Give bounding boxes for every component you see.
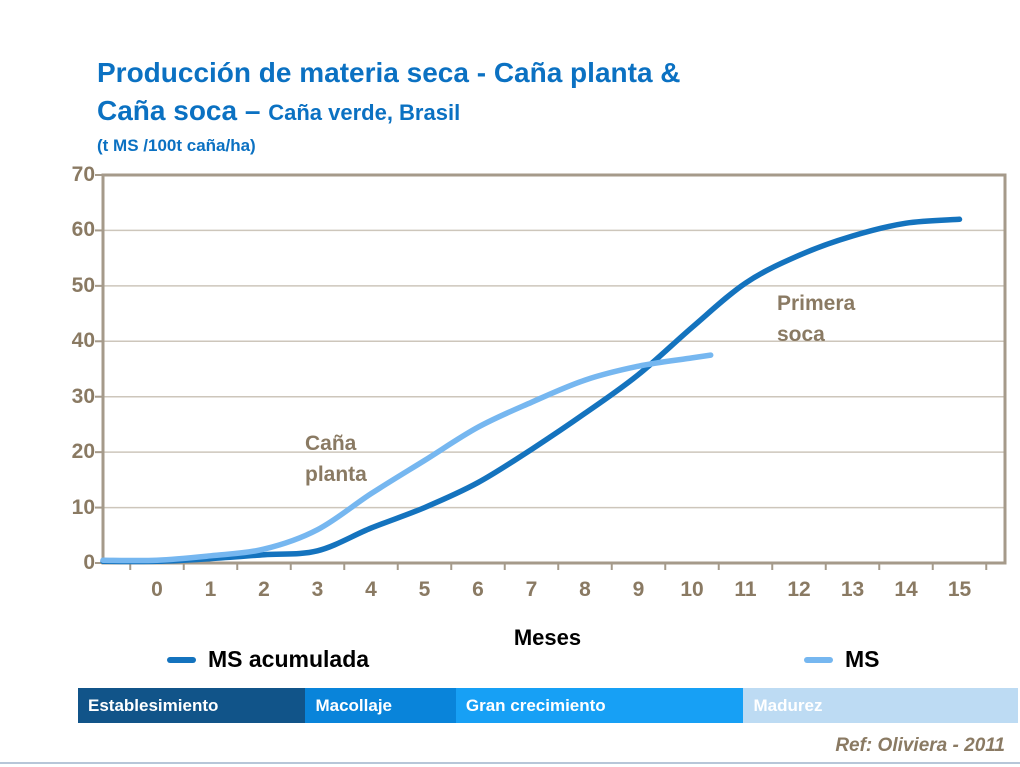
y-axis-tick-label-40: 40 [71,329,95,353]
page-title-line1: Producción de materia seca - Caña planta… [97,57,681,88]
phase-label: Madurez [753,695,823,715]
y-axis-tick-label-50: 50 [71,273,95,297]
legend-label-ms: MS [845,646,880,672]
x-axis-tick-label-14: 14 [894,578,918,601]
legend-item-ms-acumulada: MS acumulada [167,646,369,673]
x-axis-tick-label-6: 6 [472,578,484,601]
annotation-cana-planta-line2: soca [777,323,825,346]
x-axis-tick-label-9: 9 [632,578,645,601]
x-axis-tick-label-0: 0 [151,578,163,601]
x-axis-tick-label-1: 1 [204,578,217,601]
x-axis-tick-label-12: 12 [787,578,811,601]
title-block: Producción de materia seca - Caña planta… [97,54,681,157]
legend-dash-icon-dark-blue [167,656,196,663]
y-axis-tick-label-20: 20 [71,440,95,464]
annotation-primera-soca-line2: planta [305,463,367,486]
phase-label: Macollaje [315,695,393,715]
phase-label: Gran crecimiento [465,695,606,715]
phase-segment-establesimiento: Establesimiento [78,688,306,723]
annotation-primera-soca-line1: Caña [305,432,357,455]
phase-segment-madurez: Madurez [743,688,1018,723]
reference-citation: Ref: Oliviera - 2011 [835,735,1005,756]
legend-label-ms-acumulada: MS acumulada [208,646,370,672]
x-axis-title: Meses [513,625,582,650]
page-title-line2-strong: Caña soca – [97,95,269,126]
line-chart [95,173,1007,570]
chart-area: 0 10 20 30 40 50 60 70 0 1 2 3 4 5 6 7 8 9 10 11 12 13 14 15 C… [71,163,1007,601]
bottom-rule-divider [0,762,1020,764]
annotation-primera-soca: Caña planta [305,428,367,490]
page-title-line2-sub: Caña verde, Brasil [268,100,461,125]
y-axis-tick-label-30: 30 [71,384,95,408]
x-axis-tick-label-4: 4 [365,578,377,601]
growth-phase-bar: Establesimiento Macollaje Gran crecimiento… [78,688,1018,723]
x-axis-tick-label-7: 7 [525,578,538,601]
y-axis-tick-label-0: 0 [83,551,95,574]
phase-label: Establesimiento [88,695,219,715]
x-axis-tick-label-15: 15 [947,578,972,601]
y-axis-tick-label-60: 60 [71,218,95,242]
chart-units-label: (t MS /100t caña/ha) [97,136,256,155]
x-axis-tick-label-2: 2 [258,578,270,601]
plot-border [101,173,1007,565]
series-line-ms [100,352,714,564]
annotation-cana-planta-line1: Primera [777,292,856,315]
x-axis-tick-label-5: 5 [418,578,431,601]
x-axis-tick-label-8: 8 [579,578,591,601]
page-title-line2: Caña soca – Caña verde, Brasil [97,92,681,135]
y-axis-tick-label-10: 10 [71,495,95,519]
phase-segment-gran-crecimiento: Gran crecimiento [455,688,744,723]
x-axis-tick-label-11: 11 [734,578,757,601]
x-axis-tick-label-3: 3 [311,578,324,601]
x-axis-tick-label-10: 10 [680,578,704,601]
legend-dash-icon-light-blue [804,656,833,663]
annotation-cana-planta: Primera soca [777,288,855,350]
phase-segment-macollaje: Macollaje [305,688,456,723]
legend-item-ms: MS [804,646,880,673]
y-axis-tick-label-70: 70 [71,163,95,186]
x-axis-tick-label-13: 13 [840,578,865,601]
series-line-ms-acumulada [100,216,963,565]
